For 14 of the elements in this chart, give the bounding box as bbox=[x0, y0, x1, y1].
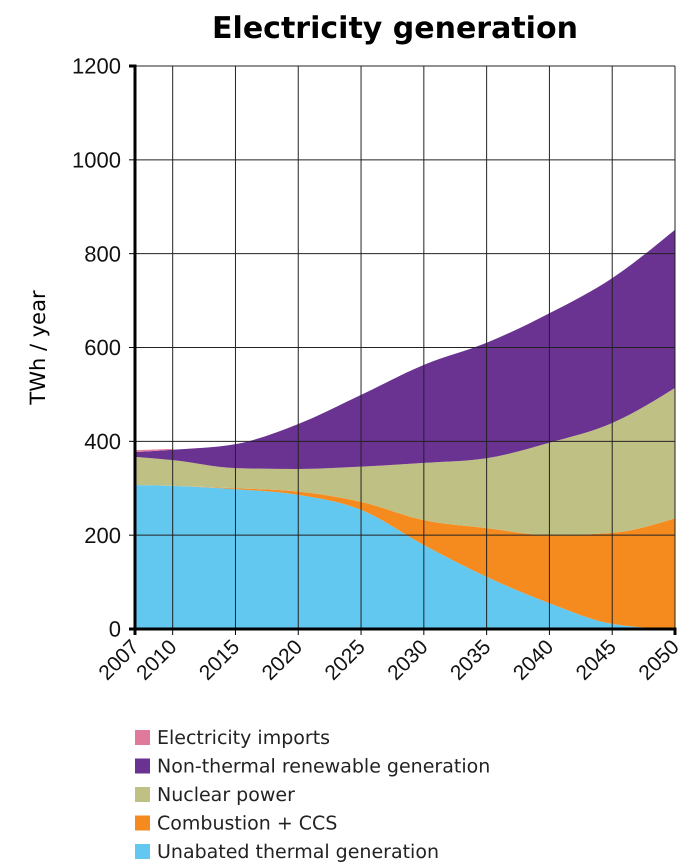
y-tick-label: 600 bbox=[84, 335, 121, 360]
y-tick-label: 1000 bbox=[72, 148, 121, 173]
legend-label: Unabated thermal generation bbox=[157, 841, 439, 863]
chart-title: Electricity generation bbox=[212, 11, 578, 46]
legend-label: Electricity imports bbox=[157, 727, 330, 749]
y-tick-label: 800 bbox=[84, 241, 121, 266]
legend-label: Combustion + CCS bbox=[157, 812, 338, 834]
y-tick-label: 400 bbox=[84, 429, 121, 454]
y-tick-label: 0 bbox=[108, 616, 121, 642]
legend-label: Nuclear power bbox=[157, 784, 296, 806]
legend-label: Non-thermal renewable generation bbox=[157, 756, 490, 778]
y-axis-title: TWh / year bbox=[26, 290, 50, 406]
y-tick-label: 200 bbox=[84, 522, 121, 548]
y-tick-label: 1200 bbox=[72, 54, 121, 79]
